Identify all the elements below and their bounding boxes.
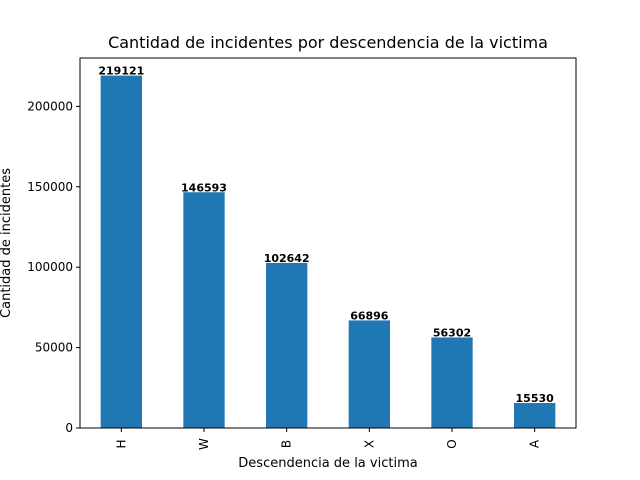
chart-title: Cantidad de incidentes por descendencia …	[108, 33, 548, 52]
x-tick-label-b: B	[280, 440, 294, 448]
x-tick-label-o: O	[445, 439, 459, 448]
bar-h	[100, 75, 142, 429]
plot-frame	[79, 57, 577, 429]
x-axis-label: Descendencia de la victima	[238, 456, 417, 471]
x-tick-label-x: X	[362, 440, 376, 448]
y-tick-label-50000: 50000	[35, 341, 73, 355]
x-tick-label-w: W	[197, 438, 211, 450]
data-label-h: 219121	[98, 65, 144, 78]
y-axis: 0 50000 100000 150000 200000	[27, 99, 80, 435]
x-tick-label-h: H	[114, 439, 128, 448]
y-tick-label-100000: 100000	[27, 260, 73, 274]
y-axis-label: Cantidad de incidentes	[0, 168, 14, 318]
data-label-o: 56302	[433, 326, 471, 339]
data-label-a: 15530	[516, 392, 555, 405]
x-tick-label-a: A	[528, 439, 542, 448]
y-tick-label-0: 0	[65, 421, 73, 435]
bar-o	[431, 337, 473, 428]
data-label-b: 102642	[264, 252, 310, 265]
y-tick-label-150000: 150000	[27, 180, 73, 194]
bar-b	[266, 262, 308, 428]
data-label-w: 146593	[181, 181, 227, 194]
y-tick-label-200000: 200000	[27, 99, 73, 113]
bars-group	[100, 75, 556, 429]
bar-w	[183, 192, 225, 428]
bar-x	[348, 320, 390, 428]
data-labels-group: 219121 146593 102642 66896 56302 15530	[98, 65, 554, 405]
data-label-x: 66896	[350, 309, 389, 322]
bar-a	[514, 403, 556, 428]
